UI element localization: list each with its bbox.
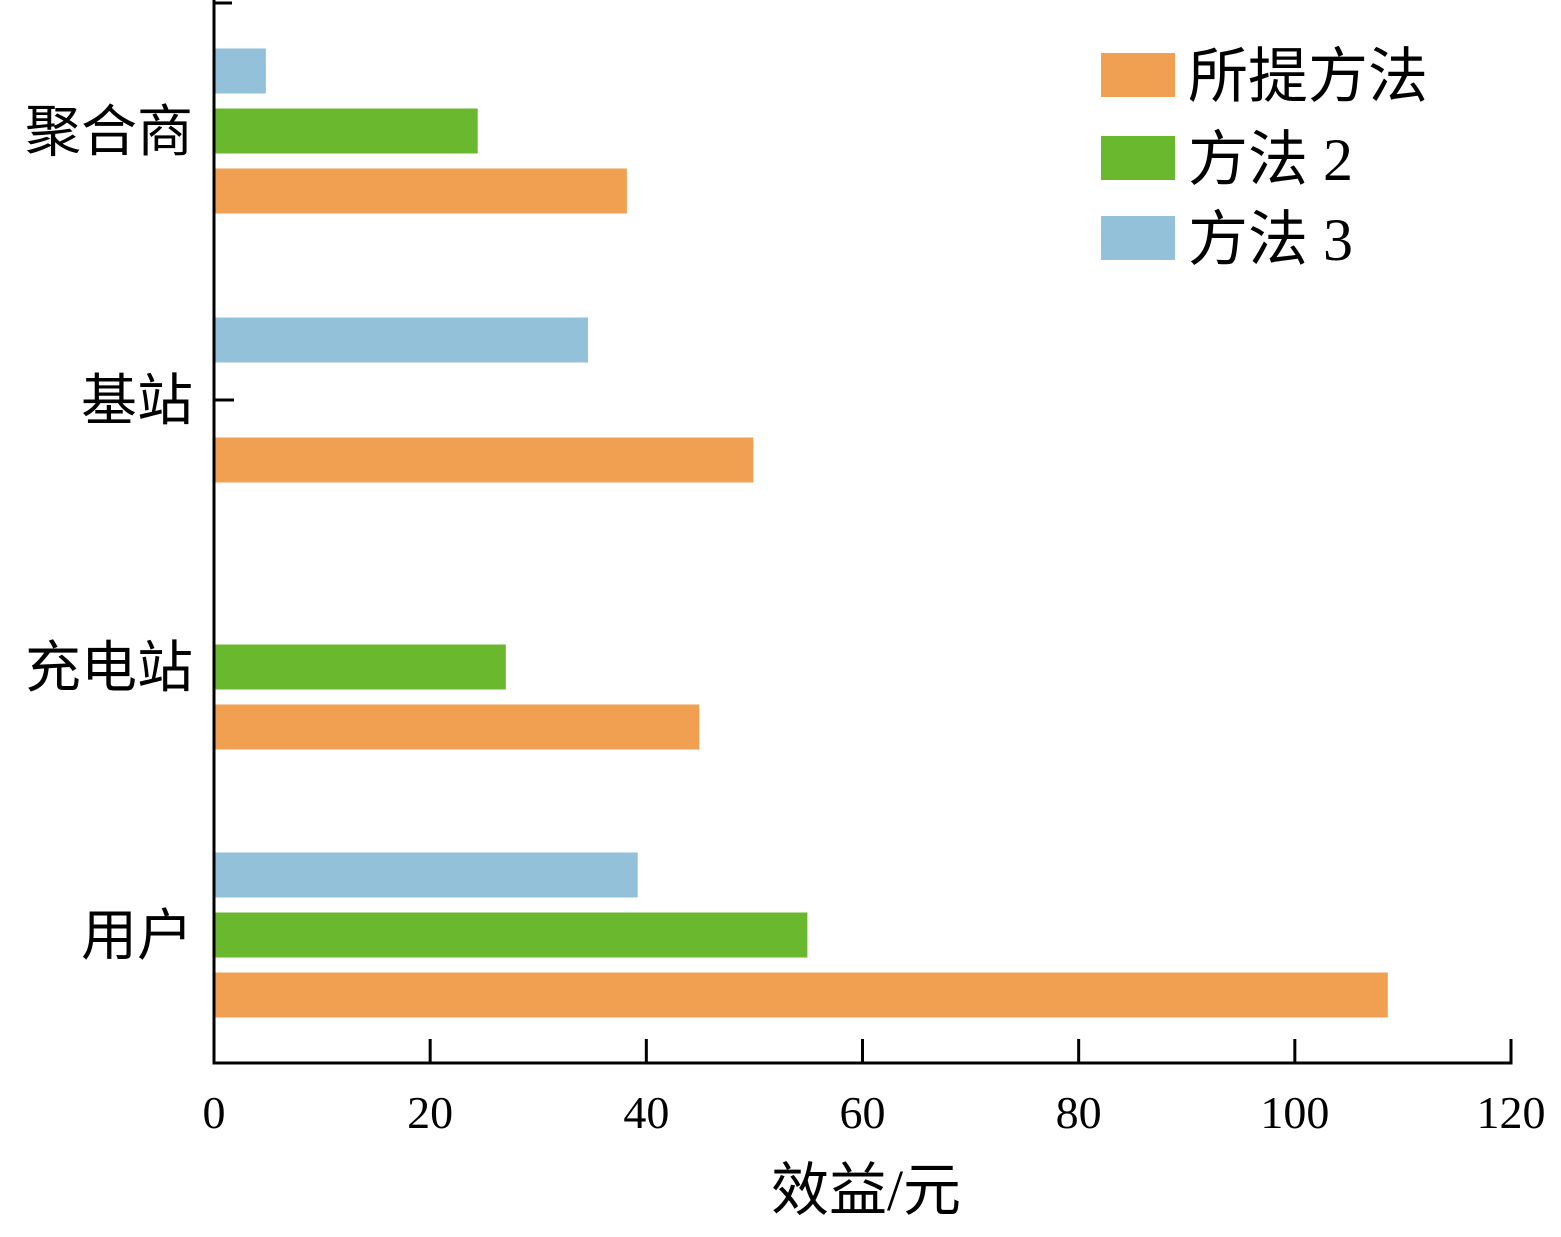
bar — [215, 317, 588, 363]
legend-swatch — [1101, 136, 1175, 180]
legend-swatch — [1101, 216, 1175, 260]
x-tick-label: 100 — [1260, 1087, 1329, 1138]
bars — [215, 48, 1388, 1018]
category-label: 聚合商 — [25, 102, 193, 164]
category-label: 用户 — [81, 906, 193, 968]
x-tick-label: 20 — [407, 1087, 453, 1138]
bar — [215, 168, 627, 214]
category-label: 充电站 — [25, 638, 193, 700]
bar — [215, 704, 700, 750]
bar — [215, 108, 478, 154]
bar — [215, 852, 638, 898]
legend-swatch — [1101, 53, 1175, 97]
category-label: 基站 — [81, 371, 193, 433]
legend-label: 方法 2 — [1188, 127, 1353, 193]
x-axis-title: 效益/元 — [771, 1158, 961, 1223]
x-tick-label: 60 — [840, 1087, 886, 1138]
bar — [215, 912, 808, 958]
bar — [215, 48, 266, 94]
bar — [215, 972, 1388, 1018]
legend-label: 方法 3 — [1188, 207, 1353, 273]
bar — [215, 437, 754, 483]
x-tick-label: 40 — [623, 1087, 669, 1138]
legend-label: 所提方法 — [1188, 44, 1428, 110]
x-tick-label: 120 — [1477, 1087, 1546, 1138]
x-tick-label: 0 — [203, 1087, 226, 1138]
x-tick-label: 80 — [1056, 1087, 1102, 1138]
bar — [215, 644, 506, 690]
